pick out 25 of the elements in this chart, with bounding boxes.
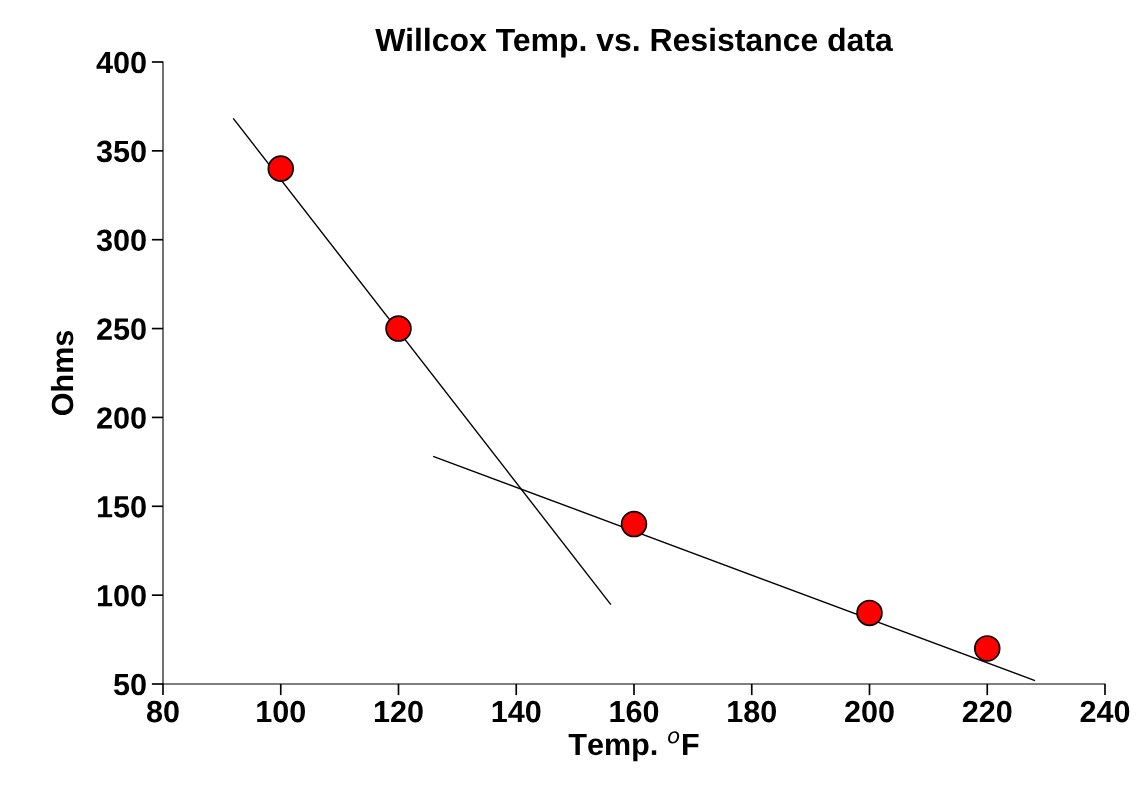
y-axis-title: Ohms [50,330,74,416]
x-tick-label: 80 [146,700,179,723]
y-tick-label: 150 [97,496,146,518]
point [620,510,648,538]
y-tick-label: 350 [96,140,146,163]
y-tick-label: 50 [113,673,146,696]
x-tick-label: 100 [257,700,305,723]
chart-title: Willcox Temp. vs. Resistance data [375,27,893,58]
x-tick-label: 140 [492,700,541,723]
x-tick-label: 160 [610,700,659,723]
x-tick-label: 200 [845,700,894,723]
point [385,315,412,342]
x-tick-label: 220 [962,700,1012,723]
point [267,155,295,182]
y-tick-label: 400 [96,51,146,74]
x-tick-label: 120 [374,700,423,723]
y-tick-label: 100 [97,584,146,607]
point [973,635,1001,662]
point [856,599,883,627]
x-axis-title: Temp. $^{o}$F [568,731,699,762]
y-tick-label: 200 [97,407,146,429]
y-tick-label: 250 [97,318,146,340]
x-tick-label: 240 [1080,700,1130,723]
y-tick-label: 300 [96,229,146,252]
x-tick-label: 180 [728,700,776,723]
